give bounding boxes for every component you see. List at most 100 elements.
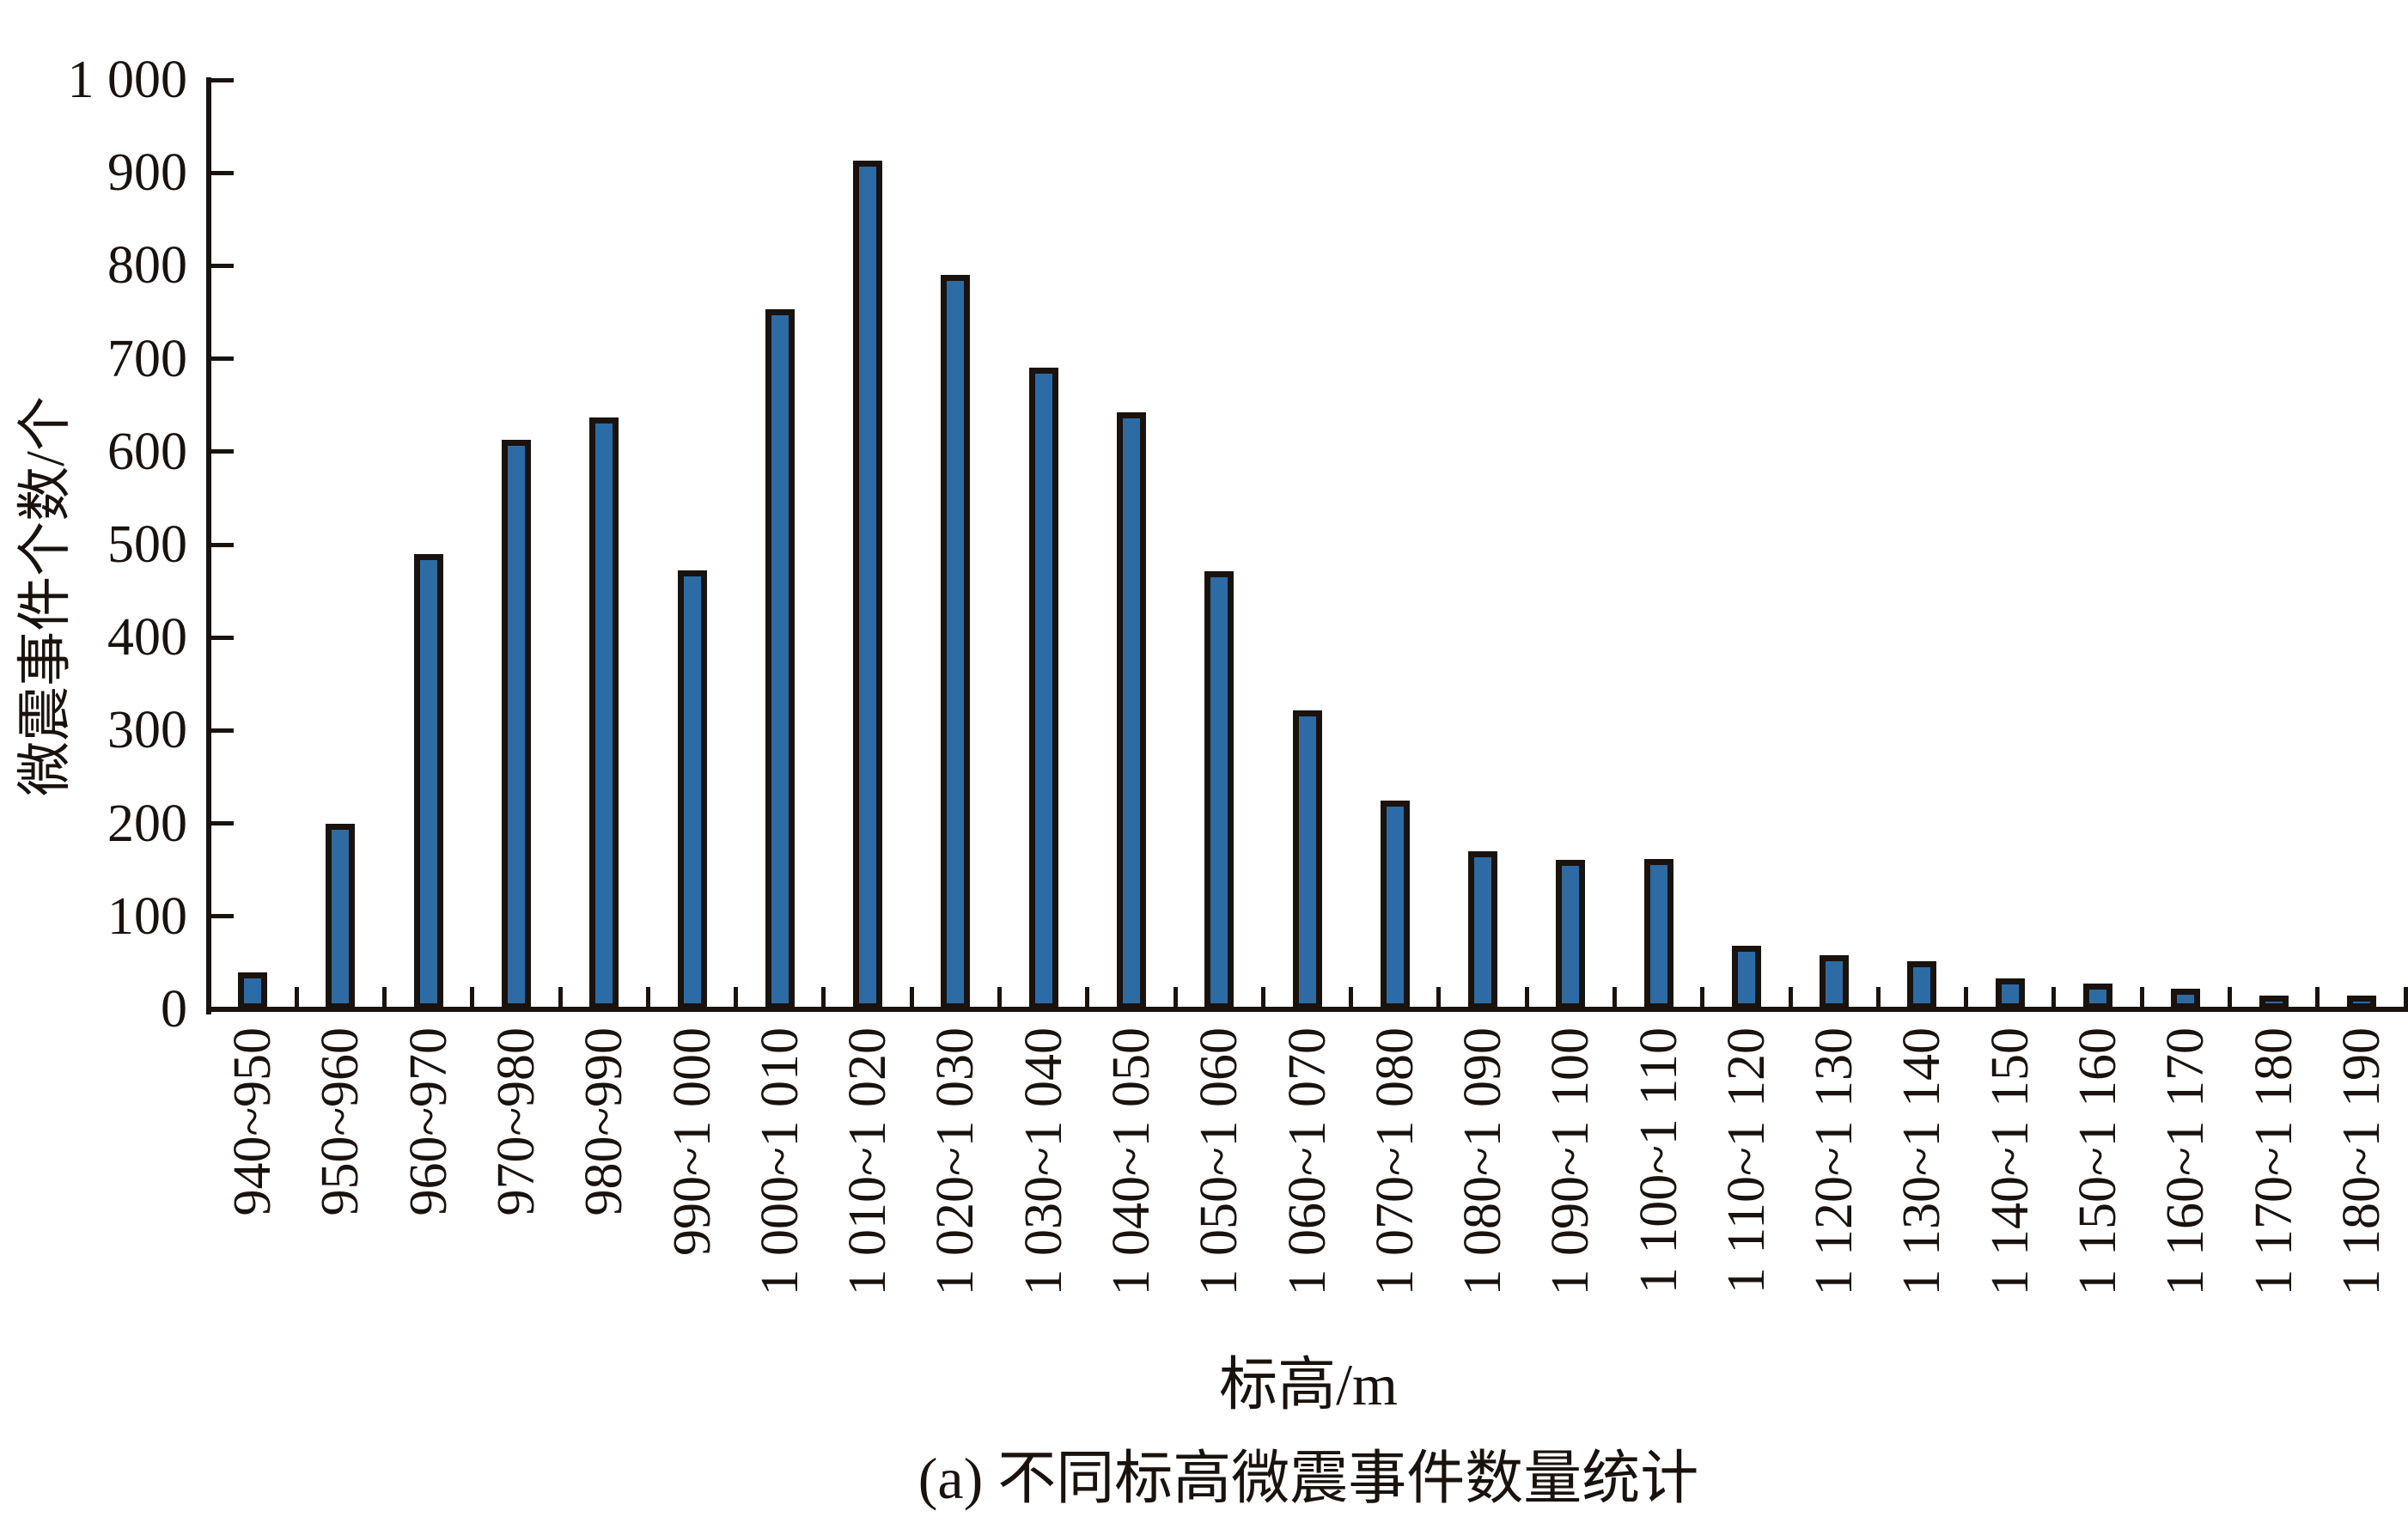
x-axis-tick [2227,987,2232,1009]
x-axis-tick [821,987,826,1009]
bar [1028,368,1058,1009]
bar [326,823,356,1009]
y-axis-tick [211,263,234,268]
x-tick-label: 1 140~1 150 [1980,1027,2039,1296]
x-tick-label: 1 100~1 110 [1629,1027,1688,1295]
y-tick-label: 200 [107,794,187,853]
bar [853,161,883,1009]
y-tick-label: 1 000 [67,51,188,109]
y-axis-tick [211,356,234,362]
x-tick-label: 940~950 [223,1027,283,1216]
y-tick-label: 100 [107,886,187,946]
y-axis-tick [211,170,234,175]
bar [1204,571,1234,1009]
x-axis-tick [1085,987,1090,1009]
x-tick-label: 1 090~1 100 [1541,1027,1600,1296]
x-axis-tick [470,987,475,1009]
x-axis-tick [1612,987,1617,1009]
x-axis-tick [1700,987,1705,1009]
bar [238,972,268,1009]
x-tick-label: 980~990 [575,1027,634,1216]
x-axis-tick [1875,987,1881,1009]
x-tick-label: 1 000~1 010 [750,1027,809,1296]
x-axis-tick [734,987,739,1009]
bar [589,417,619,1009]
x-tick-label: 1 150~1 160 [2069,1027,2128,1296]
x-axis-tick [1524,987,1529,1009]
bar [1380,800,1410,1009]
x-axis-tick [1436,987,1442,1009]
bar [2346,995,2376,1009]
x-axis-tick [645,987,650,1009]
x-tick-label: 1 070~1 080 [1365,1027,1424,1296]
x-axis-tick [2403,987,2408,1009]
y-tick-label: 700 [107,329,187,388]
bar [1820,955,1850,1009]
x-axis-title: 标高/m [1219,1352,1398,1417]
bar [501,439,531,1009]
y-tick-label: 0 [161,980,187,1039]
bar [1116,412,1146,1009]
y-axis-tick [211,728,234,733]
bar [1907,960,1937,1009]
x-tick-label: 1 120~1 130 [1805,1027,1864,1296]
x-axis-tick [558,987,563,1009]
y-tick-label: 800 [107,236,187,295]
y-axis-tick [211,77,234,82]
x-axis-tick [2051,987,2057,1009]
y-axis-tick [211,542,234,547]
bar [2171,989,2201,1009]
bar [941,275,971,1009]
y-tick-label: 600 [107,422,187,481]
x-tick-label: 1 030~1 040 [1014,1027,1073,1296]
x-tick-label: 1 010~1 020 [838,1027,898,1296]
bar [413,553,443,1009]
bar [1731,946,1761,1009]
x-tick-label: 1 130~1 140 [1893,1027,1952,1296]
x-axis-tick [2139,987,2144,1009]
bar [1468,851,1498,1009]
y-tick-label: 900 [107,143,187,203]
x-tick-label: 1 080~1 090 [1454,1027,1513,1296]
x-tick-label: 1 060~1 070 [1277,1027,1337,1296]
y-axis-tick [211,1007,234,1012]
y-tick-label: 500 [107,515,187,574]
x-tick-label: 990~1 000 [662,1027,722,1257]
figure-caption: (a) 不同标高微震事件数量统计 [917,1446,1699,1511]
x-tick-label: 970~980 [486,1027,546,1216]
x-axis-tick [1349,987,1354,1009]
x-axis-tick [1788,987,1793,1009]
x-tick-label: 1 020~1 030 [926,1027,985,1296]
x-tick-label: 960~970 [399,1027,458,1216]
x-axis-tick [2315,987,2320,1009]
bar [1292,710,1322,1009]
x-axis-tick [909,987,914,1009]
y-axis-tick [211,914,234,919]
x-axis-tick [1173,987,1178,1009]
y-axis-tick [211,635,234,640]
x-tick-label: 1 170~1 180 [2244,1027,2303,1296]
x-tick-label: 1 180~1 190 [2332,1027,2391,1296]
y-tick-label: 400 [107,608,187,667]
y-axis-tick [211,821,234,826]
x-tick-label: 1 160~1 170 [2156,1027,2216,1296]
bar [677,570,707,1009]
bar [1995,978,2025,1009]
x-tick-label: 950~960 [311,1027,370,1216]
x-axis-line [206,1007,2408,1012]
x-axis-tick [1964,987,1969,1009]
x-axis-tick [294,987,299,1009]
x-tick-label: 1 110~1 120 [1716,1027,1776,1295]
y-axis-title: 微震事件个数/个 [15,396,76,796]
bar [1643,858,1673,1009]
bar [765,309,795,1009]
y-axis-line [206,77,211,1014]
x-tick-label: 1 040~1 050 [1101,1027,1161,1296]
y-axis-tick [211,449,234,454]
x-axis-tick [382,987,387,1009]
x-tick-label: 1 050~1 060 [1190,1027,1249,1296]
bar [1556,859,1586,1009]
bar [2083,983,2113,1009]
y-tick-label: 300 [107,701,187,760]
